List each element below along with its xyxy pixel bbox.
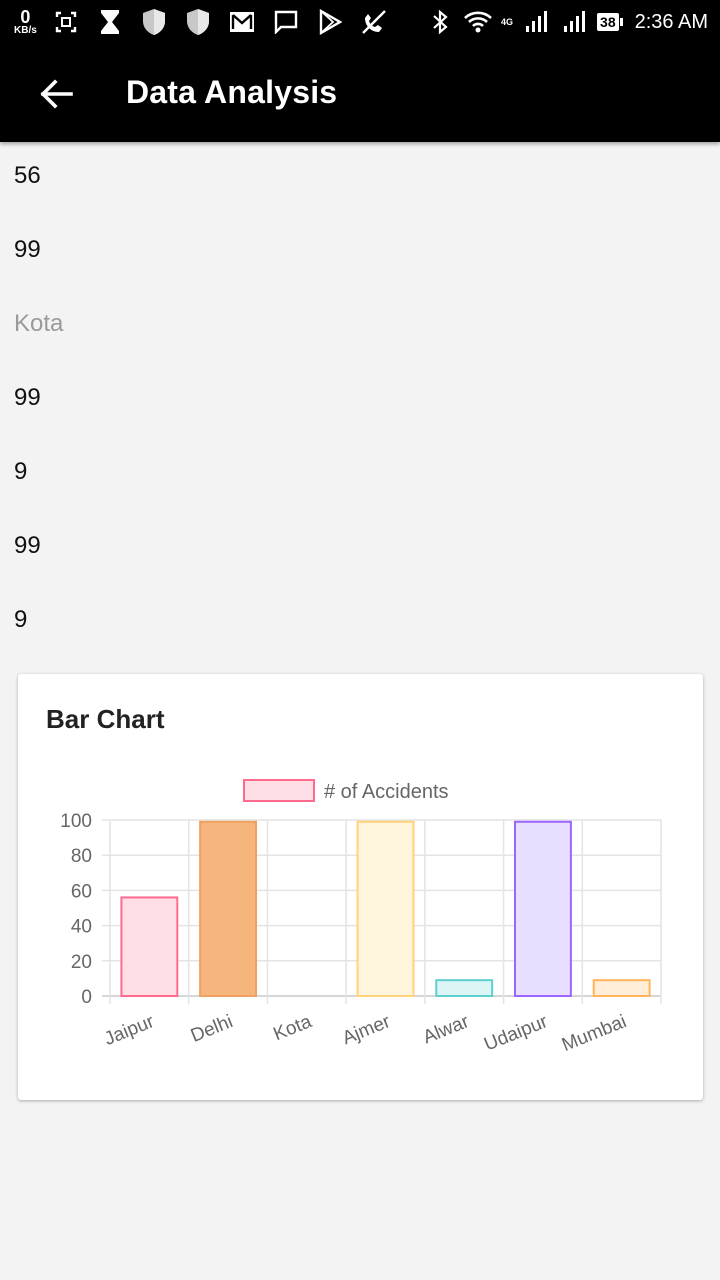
list-item: 99 [14,236,41,263]
app-bar: Data Analysis [0,44,720,142]
bar-chart: 0 20 40 60 80 100 Jaipur Delhi Kota Ajmer Alwar Uda… [60,779,662,1056]
y-tick-label: 40 [71,917,92,938]
bar [592,979,651,998]
x-tick-label: Delhi [188,1011,236,1047]
signal-icon [521,7,551,37]
battery-tip [619,18,623,26]
arrow-left-icon [40,79,73,109]
y-tick-label: 20 [71,952,92,973]
network-type-label: 4G [501,17,514,27]
shield-icon [139,7,169,37]
list-item: 99 [14,532,41,559]
legend-swatch [243,779,315,802]
play-store-icon [315,7,345,37]
screenshot-icon [51,7,81,37]
card-title: Bar Chart [46,704,165,734]
message-icon [271,7,301,37]
bar-chart-card: Bar Chart 0 20 40 60 80 100 Jaipur Delhi Kota Ajm… [18,674,703,1100]
clock: 2:36 AM [634,10,708,33]
net-speed-value: 0 [20,7,31,27]
net-speed-unit: KB/s [14,25,37,36]
signal-icon [559,7,589,37]
legend-label: # of Accidents [324,781,449,803]
list-item: 99 [14,384,41,411]
x-tick-label: Jaipur [101,1011,157,1050]
bluetooth-icon [425,7,455,37]
x-tick-label: Udaipur [481,1011,551,1056]
status-bar: 0 KB/s 4G [0,0,720,44]
list-item: Kota [14,310,64,337]
y-tick-label: 100 [60,811,92,832]
y-tick-label: 80 [71,846,92,867]
page-title: Data Analysis [126,74,338,110]
x-tick-label: Mumbai [559,1011,630,1056]
list-item: 56 [14,162,41,189]
values-list: 56 99 Kota 99 9 99 9 [14,158,63,676]
wifi-icon [463,7,493,37]
list-item: 9 [14,458,28,485]
hourglass-icon [95,7,125,37]
y-tick-label: 60 [71,881,92,902]
gmail-icon [227,7,257,37]
bar [199,820,258,997]
x-tick-label: Kota [271,1011,316,1045]
net-speed: 0 KB/s [14,8,37,36]
bar [120,896,179,997]
status-left-icons: 0 KB/s [14,0,389,44]
bar [356,820,415,997]
bar [513,820,572,997]
bar [435,979,494,998]
shield-icon [183,7,213,37]
x-tick-label: Ajmer [339,1011,393,1049]
status-right-icons: 4G 38 2:36 AM [425,0,708,44]
battery-indicator: 38 [597,13,623,31]
back-button[interactable] [30,71,82,117]
list-item: 9 [14,606,28,633]
x-tick-label: Alwar [420,1011,473,1049]
battery-level: 38 [597,13,619,31]
missed-call-icon [359,7,389,37]
y-tick-label: 0 [81,987,92,1008]
